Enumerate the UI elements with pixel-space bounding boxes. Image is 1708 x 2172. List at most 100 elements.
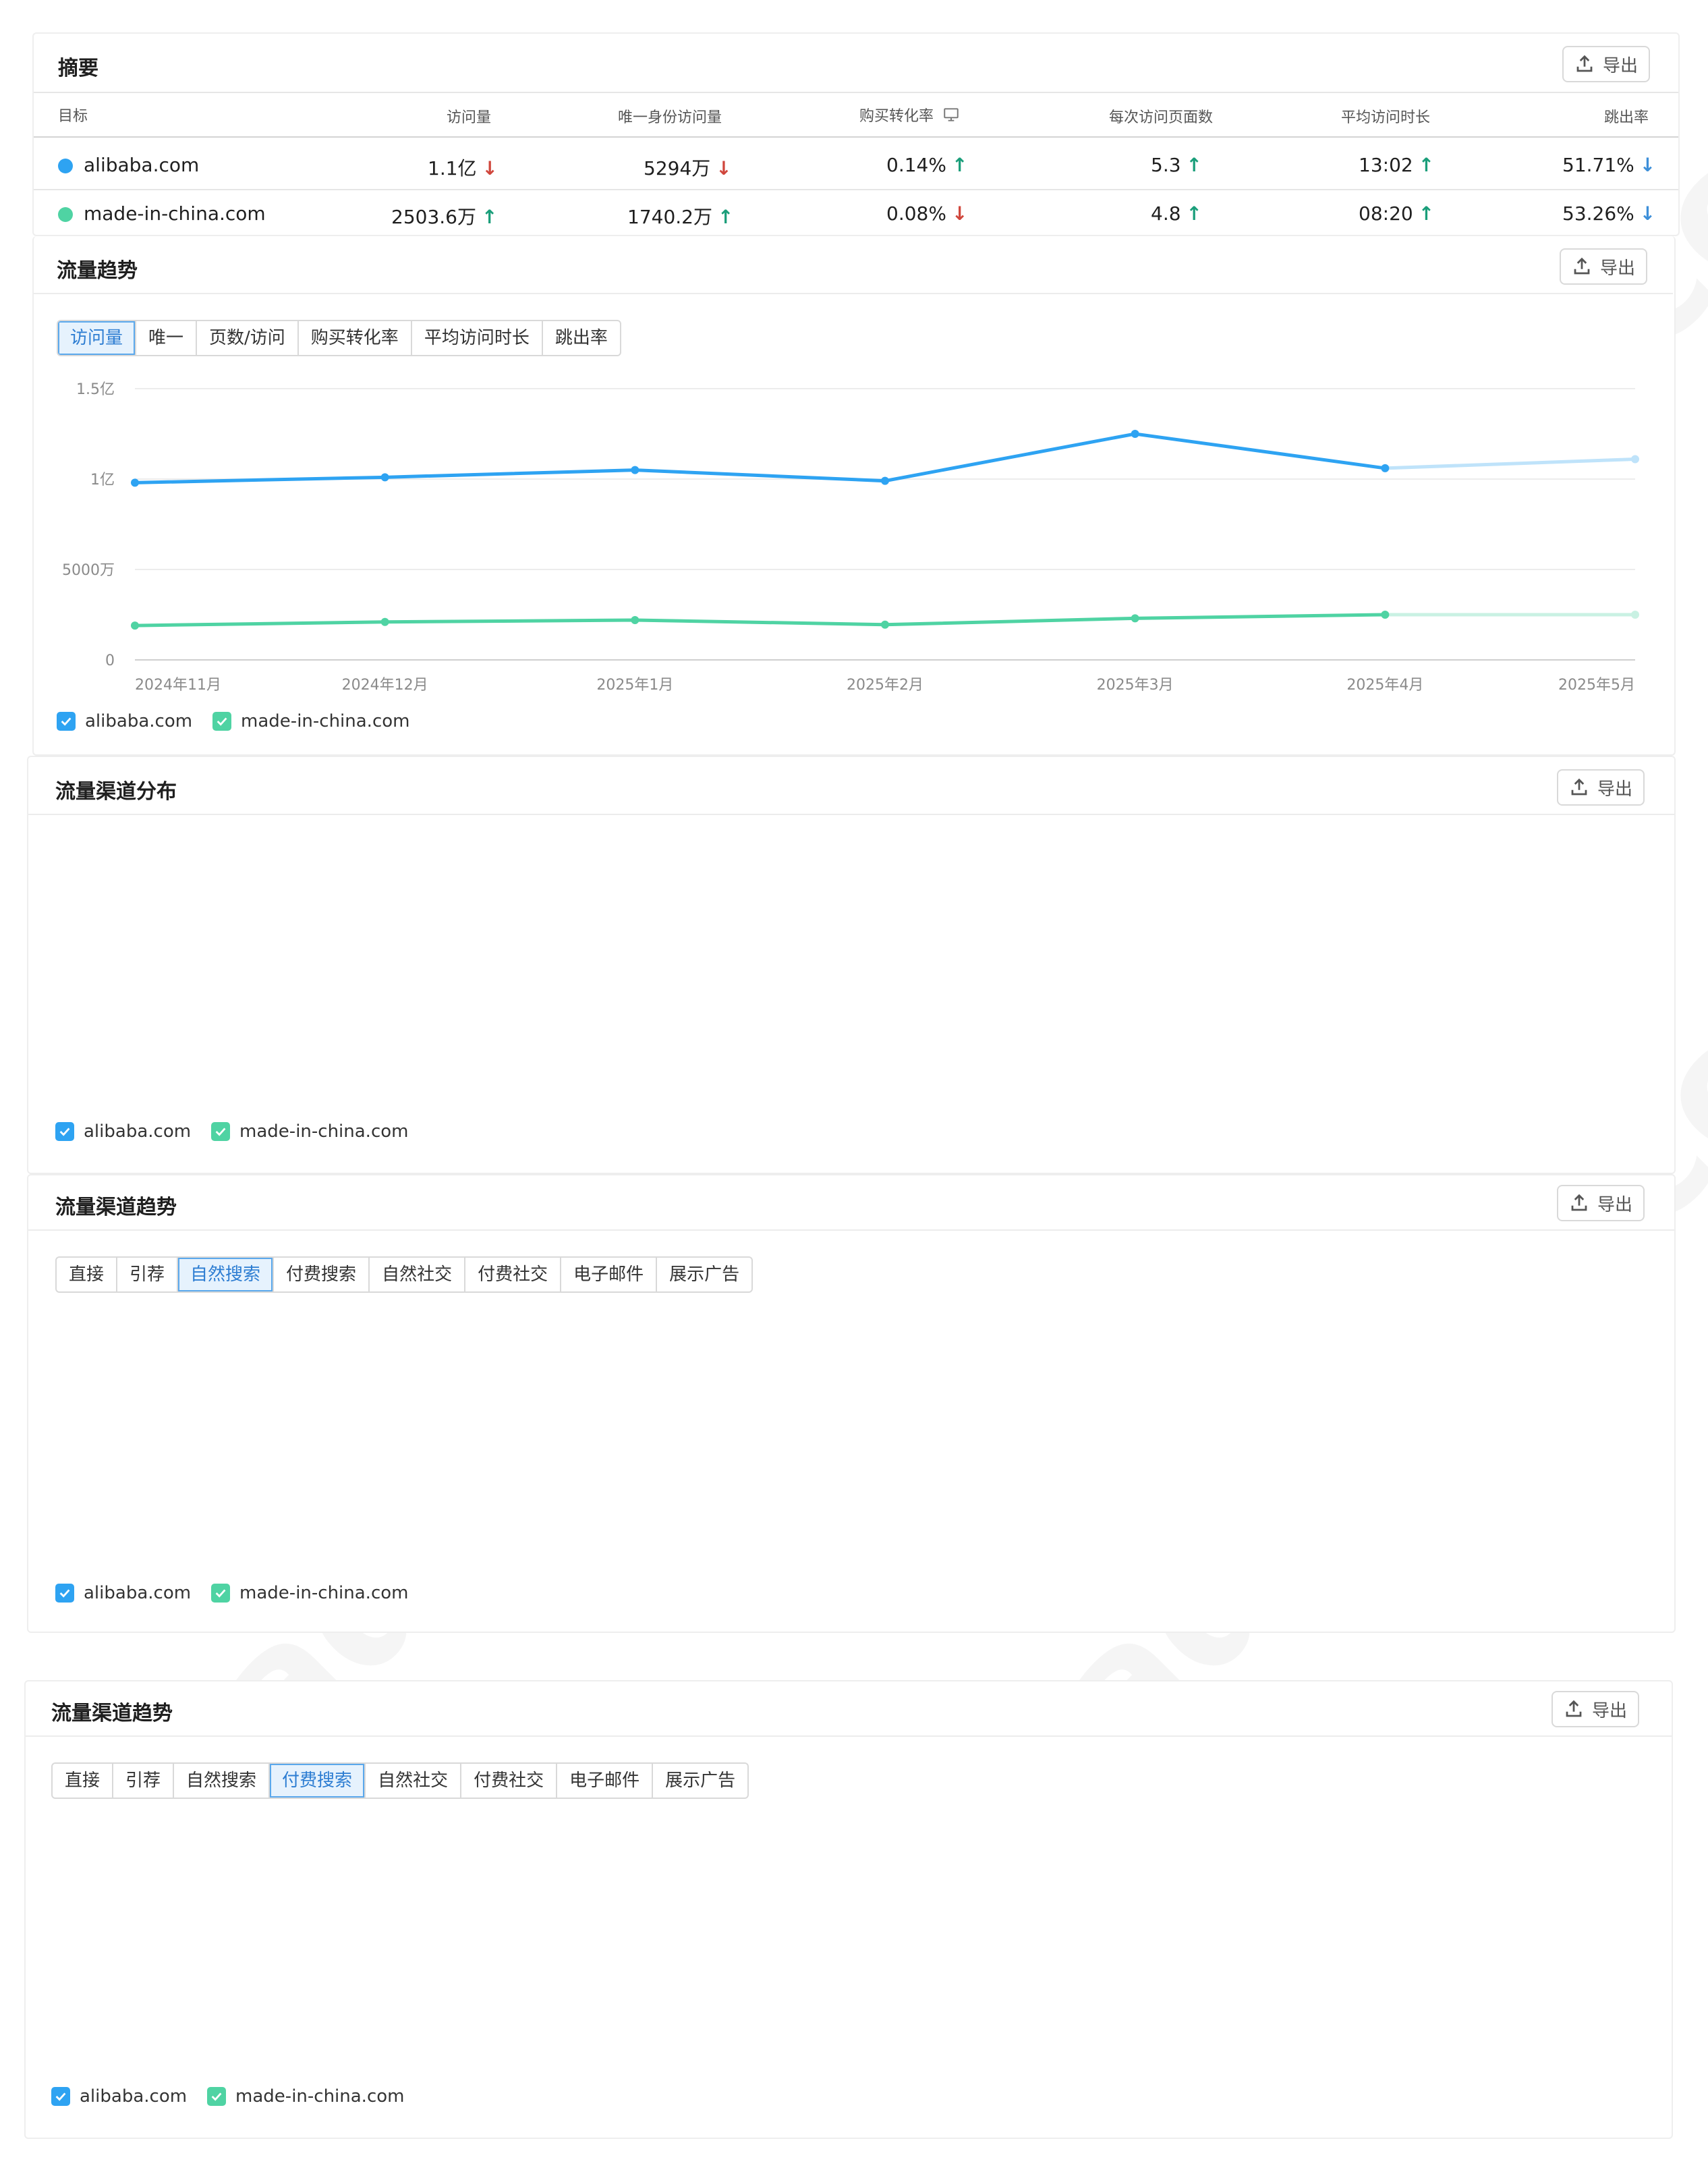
col-duration: 平均访问时长 xyxy=(1341,109,1431,126)
arrow-up-icon: ↑ xyxy=(1418,154,1435,176)
legend-item-made-in-china[interactable]: made-in-china.com xyxy=(211,1583,408,1603)
tab-display-ads[interactable]: 展示广告 xyxy=(665,1771,736,1791)
legend-item-made-in-china[interactable]: made-in-china.com xyxy=(207,2086,404,2107)
col-unique: 唯一身份访问量 xyxy=(618,109,722,126)
legend-label: alibaba.com xyxy=(84,1583,192,1603)
upload-icon xyxy=(1576,55,1593,72)
checkbox-checked-icon xyxy=(55,1122,74,1141)
tab-referral[interactable]: 引荐 xyxy=(117,1258,179,1291)
arrow-down-icon: ↓ xyxy=(951,202,968,225)
pages-text: 5.3 xyxy=(1151,154,1181,176)
conversion-value: 0.14% ↑ xyxy=(886,154,967,176)
arrow-up-icon: ↑ xyxy=(1186,154,1202,176)
tab-visits[interactable]: 访问量 xyxy=(58,321,137,355)
row-site: made-in-china.com xyxy=(58,202,266,225)
channel-trend-export-button[interactable]: 导出 xyxy=(1552,1691,1639,1727)
export-label: 导出 xyxy=(1602,55,1638,76)
unique-value: 5294万 ↓ xyxy=(644,154,732,181)
tab-pages-per-visit[interactable]: 页数/访问 xyxy=(197,321,299,355)
tab-organic-search[interactable]: 自然搜索 xyxy=(178,1258,275,1291)
legend-item-alibaba[interactable]: alibaba.com xyxy=(57,711,192,731)
checkbox-checked-icon xyxy=(51,2087,70,2106)
legend-item-made-in-china[interactable]: made-in-china.com xyxy=(211,1121,408,1142)
summary-card: 摘要 导出 目标 访问量 唯一身份访问量 购买转化率 每次访问页面数 平均访问时… xyxy=(32,32,1680,236)
tab-conversion[interactable]: 购买转化率 xyxy=(299,321,412,355)
pages-value: 4.8 ↑ xyxy=(1151,202,1202,225)
site-color-dot xyxy=(58,159,73,173)
bounce-text: 51.71% xyxy=(1562,154,1634,176)
arrow-down-icon: ↓ xyxy=(482,157,498,179)
arrow-down-icon: ↓ xyxy=(716,157,732,179)
channel-trend-title: 流量渠道趋势 xyxy=(51,1702,173,1725)
tab-bounce[interactable]: 跳出率 xyxy=(554,328,608,348)
legend-item-made-in-china[interactable]: made-in-china.com xyxy=(212,711,409,731)
tab-direct[interactable]: 直接 xyxy=(53,1764,114,1798)
tab-paid-search[interactable]: 付费搜索 xyxy=(270,1764,366,1798)
checkbox-checked-icon xyxy=(55,1584,74,1603)
tab-email[interactable]: 电子邮件 xyxy=(557,1764,654,1798)
col-conversion: 购买转化率 xyxy=(859,104,960,126)
legend-label: alibaba.com xyxy=(85,711,193,731)
channel-trend-card-2: 流量渠道趋势 导出 直接 引荐 自然搜索 付费搜索 自然社交 付费社交 电子邮件… xyxy=(24,1680,1673,2139)
tab-organic-social[interactable]: 自然社交 xyxy=(366,1764,462,1798)
arrow-up-icon: ↑ xyxy=(481,206,498,228)
col-target: 目标 xyxy=(58,108,88,125)
chart-legend: alibaba.com made-in-china.com xyxy=(55,1583,408,1603)
tab-referral[interactable]: 引荐 xyxy=(113,1764,175,1798)
conversion-value: 0.08% ↓ xyxy=(886,202,967,225)
legend-label: alibaba.com xyxy=(80,2086,188,2107)
tab-unique[interactable]: 唯一 xyxy=(136,321,198,355)
legend-item-alibaba[interactable]: alibaba.com xyxy=(51,2086,187,2107)
channel-dist-title: 流量渠道分布 xyxy=(55,780,177,804)
channel-trend-export-button[interactable]: 导出 xyxy=(1557,1185,1645,1221)
arrow-up-icon: ↑ xyxy=(951,154,968,176)
unique-text: 1740.2万 xyxy=(627,206,712,228)
col-bounce: 跳出率 xyxy=(1604,109,1649,126)
card-divider xyxy=(28,814,1674,815)
channel-trend-title: 流量渠道趋势 xyxy=(55,1196,177,1219)
channel-dist-card: 流量渠道分布 导出 alibaba.com made-in-china.com xyxy=(27,756,1676,1174)
card-divider xyxy=(34,293,1673,294)
duration-value: 08:20 ↑ xyxy=(1359,202,1434,225)
duration-text: 08:20 xyxy=(1359,202,1413,225)
tab-paid-social[interactable]: 付费社交 xyxy=(461,1764,558,1798)
export-label: 导出 xyxy=(1597,1194,1632,1215)
tab-display-ads[interactable]: 展示广告 xyxy=(669,1264,740,1285)
duration-value: 13:02 ↑ xyxy=(1359,154,1434,176)
upload-icon xyxy=(1571,778,1587,796)
legend-label: alibaba.com xyxy=(84,1121,192,1142)
export-label: 导出 xyxy=(1599,258,1635,279)
legend-item-alibaba[interactable]: alibaba.com xyxy=(55,1583,191,1603)
channel-dist-export-button[interactable]: 导出 xyxy=(1557,769,1645,806)
col-conversion-label: 购买转化率 xyxy=(859,108,934,125)
chart-legend: alibaba.com made-in-china.com xyxy=(55,1121,408,1142)
legend-label: made-in-china.com xyxy=(241,711,410,731)
unique-text: 5294万 xyxy=(644,157,711,179)
unique-value: 1740.2万 ↑ xyxy=(627,202,733,229)
table-header-divider xyxy=(34,136,1678,138)
tab-organic-search[interactable]: 自然搜索 xyxy=(174,1764,271,1798)
upload-icon xyxy=(1574,257,1590,275)
traffic-trend-export-button[interactable]: 导出 xyxy=(1560,248,1647,285)
bounce-value: 53.26% ↓ xyxy=(1562,202,1655,225)
pages-value: 5.3 ↑ xyxy=(1151,154,1202,176)
tab-email[interactable]: 电子邮件 xyxy=(561,1258,658,1291)
bounce-text: 53.26% xyxy=(1562,202,1634,225)
checkbox-checked-icon xyxy=(211,1122,231,1141)
tab-paid-search[interactable]: 付费搜索 xyxy=(274,1258,370,1291)
col-visits: 访问量 xyxy=(447,109,492,126)
legend-item-alibaba[interactable]: alibaba.com xyxy=(55,1121,191,1142)
summary-export-button[interactable]: 导出 xyxy=(1562,46,1650,82)
tab-organic-social[interactable]: 自然社交 xyxy=(370,1258,466,1291)
tab-avg-duration[interactable]: 平均访问时长 xyxy=(412,321,543,355)
tab-direct[interactable]: 直接 xyxy=(57,1258,118,1291)
export-label: 导出 xyxy=(1591,1700,1627,1721)
conversion-text: 0.14% xyxy=(886,154,946,176)
tab-paid-social[interactable]: 付费社交 xyxy=(465,1258,562,1291)
traffic-trend-card: 流量趋势 导出 访问量 唯一 页数/访问 购买转化率 平均访问时长 跳出率 al… xyxy=(32,236,1676,756)
row-divider xyxy=(34,189,1678,190)
col-pages: 每次访问页面数 xyxy=(1109,109,1214,126)
arrow-down-icon: ↓ xyxy=(1639,202,1656,225)
arrow-up-icon: ↑ xyxy=(717,206,734,228)
checkbox-checked-icon xyxy=(211,1584,231,1603)
